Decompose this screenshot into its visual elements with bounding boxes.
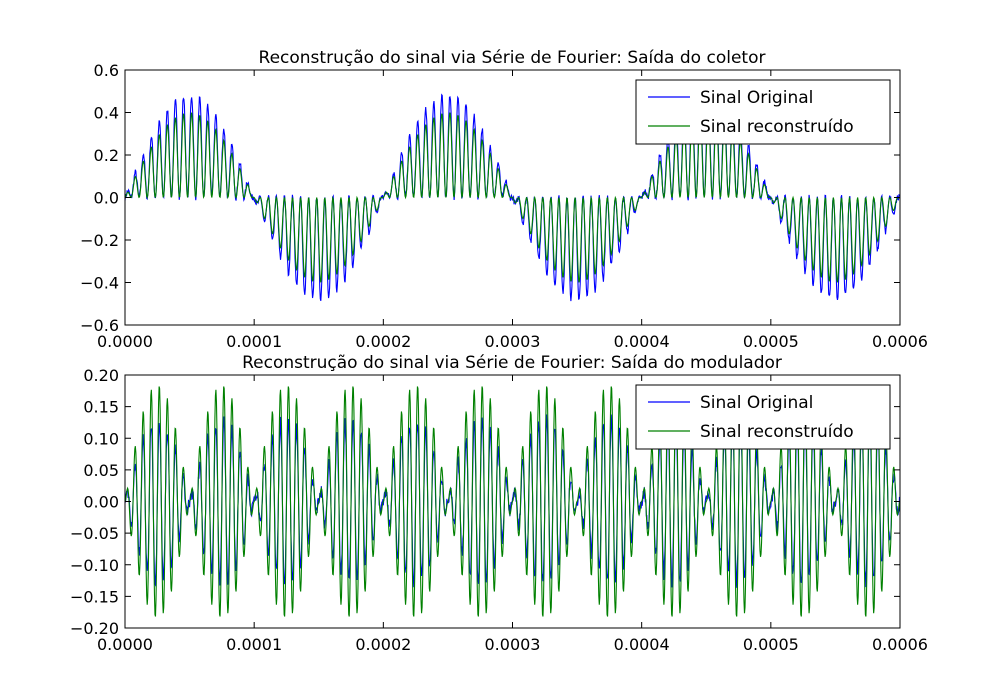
y-axis-ticks: −0.6 −0.4 −0.2 0.0 0.2 0.4 0.6 [80, 61, 900, 335]
legend-label-reconstructed: Sinal reconstruído [700, 117, 854, 137]
subplot-modulator: Reconstrução do sinal via Série de Fouri… [70, 353, 928, 654]
x-tick-label: 0.0000 [97, 332, 153, 351]
x-tick-label: 0.0006 [872, 635, 928, 654]
subplot-collector: Reconstrução do sinal via Série de Fouri… [80, 48, 928, 351]
series-line-original [125, 414, 900, 588]
y-tick-label: −0.2 [80, 231, 119, 250]
chart-title: Reconstrução do sinal via Série de Fouri… [259, 48, 766, 68]
plot-area: 0.0000 0.0001 0.0002 0.0003 0.0004 0.0005 0.00… [70, 366, 928, 654]
y-axis-ticks: −0.20 −0.15 −0.10 −0.05 0.00 0.05 0.10 0.15 0.20 [70, 366, 900, 638]
series-line-reconstructed [125, 112, 900, 283]
y-tick-label: 0.00 [83, 493, 119, 512]
x-tick-label: 0.0004 [614, 332, 670, 351]
y-tick-label: 0.0 [94, 189, 119, 208]
y-tick-label: 0.10 [83, 429, 119, 448]
y-tick-label: −0.4 [80, 274, 119, 293]
series-lines [125, 386, 900, 617]
x-tick-label: 0.0003 [485, 332, 541, 351]
y-tick-label: −0.6 [80, 316, 119, 335]
chart-title: Reconstrução do sinal via Série de Fouri… [242, 353, 782, 373]
x-tick-label: 0.0005 [743, 635, 799, 654]
y-tick-label: 0.4 [94, 104, 119, 123]
x-axis-ticks: 0.0000 0.0001 0.0002 0.0003 0.0004 0.0005 0.00… [97, 375, 928, 654]
x-axis-ticks: 0.0000 0.0001 0.0002 0.0003 0.0004 0.0005 0.00… [97, 70, 928, 351]
y-tick-label: 0.05 [83, 461, 119, 480]
y-tick-label: 0.20 [83, 366, 119, 385]
legend-box [635, 79, 891, 145]
y-tick-label: 0.15 [83, 398, 119, 417]
legend: Sinal Original Sinal reconstruído [635, 384, 891, 450]
y-tick-label: −0.20 [70, 619, 119, 638]
y-tick-label: −0.05 [70, 524, 119, 543]
y-tick-label: 0.2 [94, 146, 119, 165]
x-tick-label: 0.0006 [872, 332, 928, 351]
y-tick-label: −0.10 [70, 556, 119, 575]
x-tick-label: 0.0001 [226, 635, 282, 654]
legend-box [635, 384, 891, 450]
x-tick-label: 0.0003 [485, 635, 541, 654]
series-lines [125, 93, 900, 302]
x-tick-label: 0.0004 [614, 635, 670, 654]
legend-label-reconstructed: Sinal reconstruído [700, 422, 854, 442]
plot-area: 0.0000 0.0001 0.0002 0.0003 0.0004 0.0005 0.00… [80, 61, 928, 351]
x-tick-label: 0.0002 [355, 332, 411, 351]
x-tick-label: 0.0005 [743, 332, 799, 351]
y-tick-label: 0.6 [94, 61, 119, 80]
legend: Sinal Original Sinal reconstruído [635, 79, 891, 145]
legend-label-original: Sinal Original [700, 393, 813, 413]
y-tick-label: −0.15 [70, 587, 119, 606]
x-tick-label: 0.0002 [355, 635, 411, 654]
legend-label-original: Sinal Original [700, 88, 813, 108]
x-tick-label: 0.0001 [226, 332, 282, 351]
x-tick-label: 0.0000 [97, 635, 153, 654]
series-line-reconstructed [125, 386, 900, 617]
